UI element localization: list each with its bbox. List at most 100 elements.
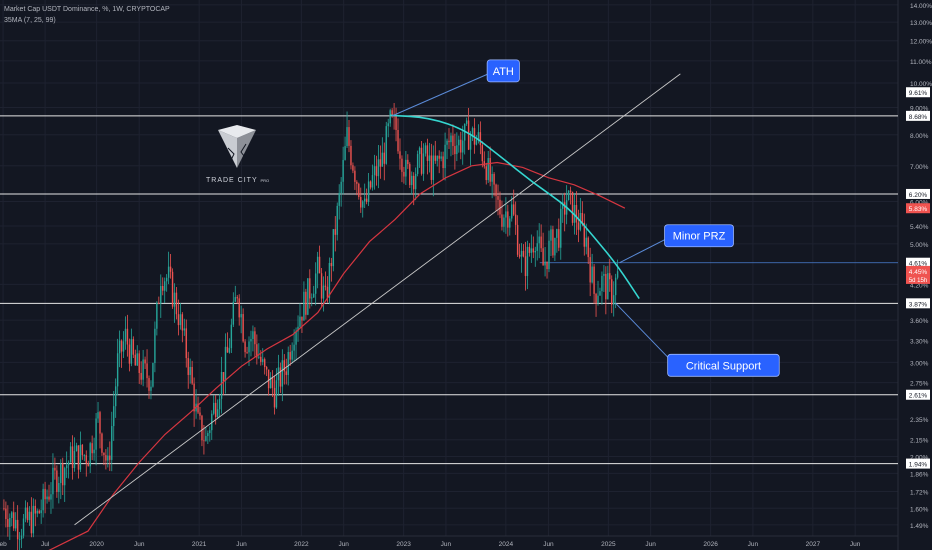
candle [411, 171, 413, 195]
candle [140, 361, 142, 385]
candle [250, 330, 252, 357]
candle-body [342, 159, 344, 182]
candle-body [299, 316, 301, 327]
candle-body [332, 229, 335, 267]
callout-box[interactable] [664, 224, 734, 248]
candle-body [116, 353, 119, 387]
candle [5, 501, 7, 528]
candle [403, 166, 405, 184]
candle [405, 150, 407, 186]
candle-body [463, 123, 466, 141]
candle [220, 356, 223, 414]
callout[interactable]: Minor PRZ [619, 224, 734, 264]
candle [34, 499, 36, 527]
level-tag [906, 188, 930, 199]
candle-body [226, 346, 229, 353]
candle [469, 131, 472, 166]
time-axis[interactable]: eb Jul 2020 Jun 2021 Jun 2022 Jun 2023 Jun 2024 Jun… [0, 541, 861, 548]
candle [62, 457, 64, 495]
candle-body [118, 340, 121, 354]
candle-body [138, 353, 140, 373]
price-axis[interactable]: 14.00% 13.00% 12.00% 11.00% 10.00% 9.00% 8.00%… [906, 3, 932, 530]
candle [442, 151, 444, 179]
price-tick-label: 3.00% [910, 360, 929, 367]
candle-body [395, 116, 397, 130]
candle-body [199, 412, 201, 416]
candle-body [44, 488, 46, 500]
candle-body [236, 297, 238, 299]
callout[interactable]: ATH [391, 59, 520, 117]
candle [587, 236, 589, 264]
candle [481, 141, 484, 168]
candle [258, 343, 260, 360]
candle-body [279, 367, 282, 387]
candle-body [599, 291, 601, 296]
candle [518, 243, 521, 259]
candle-body [209, 430, 211, 434]
callout-box[interactable] [486, 59, 520, 83]
candle-body [52, 467, 54, 495]
candle [471, 126, 474, 142]
candle-body [65, 465, 68, 469]
candle [550, 225, 552, 256]
candle [499, 191, 501, 219]
candle-body [562, 202, 564, 209]
candle-body [373, 166, 376, 176]
candle-body [605, 273, 607, 300]
candle-body [20, 535, 23, 540]
candle [450, 132, 452, 157]
candle [426, 138, 429, 175]
callout-box[interactable] [667, 353, 780, 377]
time-tick-label: 2026 [703, 541, 718, 548]
candle [252, 325, 254, 352]
candle [222, 371, 225, 396]
callout-leader [391, 70, 496, 117]
candle [530, 234, 533, 263]
time-tick-label: Jun [134, 541, 145, 548]
candle-body [254, 331, 256, 345]
candle-body [448, 140, 450, 143]
candle-body [295, 331, 297, 345]
callout[interactable]: Critical Support [615, 302, 780, 377]
candle-body [311, 297, 313, 299]
candle-body [509, 218, 511, 228]
candle-body [181, 314, 184, 331]
candle-body [503, 217, 505, 227]
candle-body [495, 184, 497, 197]
candle-body [607, 273, 609, 300]
candle [434, 140, 436, 164]
candle-body [567, 190, 570, 201]
candle-body [63, 468, 66, 486]
candle [399, 138, 401, 170]
candle-body [583, 222, 585, 247]
candle [414, 167, 417, 201]
price-tick-label: 6.00% [910, 200, 929, 207]
candle-body [48, 496, 50, 500]
candle [128, 338, 131, 372]
candle [26, 502, 29, 523]
price-tick-label: 8.00% [910, 133, 929, 140]
candle-body [348, 127, 350, 146]
candle-body [246, 352, 248, 353]
candle-body [385, 126, 387, 164]
candle-body [542, 248, 544, 266]
candle-body [328, 262, 331, 298]
candle-body [440, 156, 442, 159]
candle [101, 432, 103, 456]
candle-body [316, 256, 319, 274]
candle [199, 407, 201, 420]
level-tag [906, 458, 930, 469]
candle-body [601, 275, 603, 292]
level-tag-label: 9.61% [909, 90, 928, 97]
candle-body [189, 366, 191, 375]
candle [242, 308, 244, 343]
candle [609, 258, 611, 292]
level-tag [906, 389, 930, 400]
candle [83, 454, 86, 462]
candle-body [589, 257, 591, 283]
time-tick-label: 2027 [806, 541, 821, 548]
indicator-label[interactable]: 35MA (7, 25, 99) [4, 17, 56, 24]
candle-body [262, 359, 264, 362]
candle [446, 138, 448, 160]
